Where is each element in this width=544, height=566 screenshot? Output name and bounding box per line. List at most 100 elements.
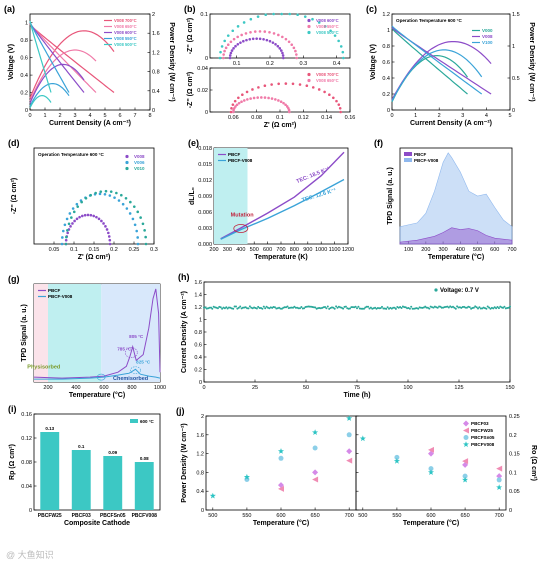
impedance-point bbox=[274, 43, 277, 46]
stability-point bbox=[447, 306, 450, 309]
impedance-point bbox=[232, 110, 235, 114]
category-label: PBCF03 bbox=[72, 513, 91, 519]
circle-marker bbox=[278, 455, 284, 461]
mutation-label: Mutation bbox=[231, 212, 255, 218]
impedance-point bbox=[99, 190, 103, 193]
x-tick-label: 650 bbox=[310, 513, 319, 519]
circle-marker bbox=[463, 435, 469, 440]
stability-point bbox=[248, 305, 251, 308]
x-tick-label: 0.2 bbox=[110, 247, 118, 253]
rp-bar bbox=[40, 432, 60, 510]
legend-swatch bbox=[130, 419, 138, 423]
x-axis-label: Temperature (°C) bbox=[253, 519, 309, 527]
impedance-point bbox=[65, 235, 68, 239]
y-tick-label: 0.25 bbox=[509, 414, 520, 420]
x-tick-label: 700 bbox=[345, 513, 354, 519]
rp-bar bbox=[71, 450, 91, 510]
stability-point bbox=[394, 307, 397, 310]
circle-marker bbox=[496, 477, 502, 483]
panel-label: (g) bbox=[8, 274, 20, 284]
y-tick-label: 0 bbox=[387, 108, 390, 114]
legend-label: PBCF-V008 bbox=[228, 158, 253, 163]
star-marker bbox=[312, 429, 319, 435]
stability-point bbox=[400, 307, 403, 309]
impedance-point bbox=[280, 12, 283, 16]
impedance-point bbox=[63, 223, 67, 227]
impedance-point bbox=[277, 82, 280, 86]
impedance-point bbox=[287, 40, 291, 44]
y-tick-label: 1.4 bbox=[194, 293, 202, 299]
stability-point bbox=[225, 306, 228, 309]
stability-point bbox=[336, 306, 339, 309]
impedance-point bbox=[323, 90, 326, 94]
impedance-point bbox=[287, 108, 291, 112]
stability-point bbox=[386, 306, 389, 309]
x-tick-label: 7 bbox=[133, 113, 136, 119]
stability-point bbox=[411, 307, 414, 310]
impedance-point bbox=[279, 100, 283, 104]
y-axis-label: Rp (Ω cm²) bbox=[9, 444, 16, 480]
x-tick-label: 0.05 bbox=[49, 247, 60, 253]
stability-point bbox=[410, 305, 413, 308]
impedance-point bbox=[120, 193, 123, 197]
circle-marker bbox=[346, 432, 352, 438]
impedance-point bbox=[218, 56, 222, 60]
legend-label: V008 500°C bbox=[316, 30, 339, 35]
x-tick-label: 600 bbox=[490, 247, 499, 253]
impedance-point bbox=[76, 205, 80, 208]
stability-point bbox=[507, 306, 510, 309]
panel-label: (c) bbox=[366, 4, 377, 14]
x-tick-label: 1000 bbox=[154, 385, 166, 391]
triangle-marker bbox=[428, 446, 434, 453]
y-tick-label: 0.2 bbox=[20, 91, 28, 97]
x-tick-label: 550 bbox=[392, 513, 401, 519]
impedance-point bbox=[258, 30, 262, 33]
stability-point bbox=[363, 307, 365, 310]
impedance-point bbox=[234, 44, 237, 48]
impedance-point bbox=[72, 210, 76, 214]
x-tick-label: 200 bbox=[421, 247, 430, 253]
impedance-point bbox=[136, 210, 140, 214]
impedance-point bbox=[67, 222, 71, 226]
power-curve bbox=[29, 83, 70, 107]
y2-tick-label: 1.5 bbox=[512, 12, 520, 18]
impedance-point bbox=[236, 25, 240, 28]
impedance-point bbox=[253, 30, 257, 33]
y-tick-label: 0.018 bbox=[198, 146, 212, 152]
triangle-marker bbox=[346, 457, 353, 464]
stability-point bbox=[325, 307, 328, 310]
impedance-point bbox=[282, 101, 285, 105]
diamond-marker bbox=[496, 473, 503, 480]
bar-value-label: 0.13 bbox=[45, 426, 54, 431]
impedance-point bbox=[219, 50, 222, 54]
impedance-point bbox=[268, 39, 272, 43]
y-tick-label: 0.2 bbox=[382, 92, 390, 98]
y-tick-label: 0.2 bbox=[194, 368, 202, 374]
y-tick-label: 1.6 bbox=[194, 280, 202, 286]
impedance-point bbox=[80, 200, 83, 204]
impedance-point bbox=[338, 106, 342, 110]
tpd-area bbox=[399, 227, 513, 245]
y-tick-label: 0.009 bbox=[198, 194, 212, 200]
y-tick-label: 0.000 bbox=[198, 242, 212, 248]
x-axis-label: Temperature (°C) bbox=[69, 391, 125, 399]
impedance-point bbox=[78, 215, 81, 219]
impedance-point bbox=[263, 96, 267, 99]
stability-point bbox=[255, 307, 258, 310]
impedance-point bbox=[69, 225, 72, 228]
x-tick-label: 400 bbox=[456, 247, 465, 253]
panel-b1: 0.1 0.2 0.3 0.4 0 0.1 -Z'' (Ω cm²) (b) V008 600°… bbox=[184, 4, 351, 67]
impedance-point bbox=[223, 49, 226, 53]
impedance-point bbox=[232, 37, 236, 41]
region-label: Chemisorbed bbox=[113, 376, 148, 382]
impedance-point bbox=[256, 96, 259, 99]
impedance-point bbox=[337, 39, 340, 43]
stability-point bbox=[258, 307, 261, 309]
stability-point bbox=[369, 306, 372, 309]
stability-point bbox=[357, 305, 360, 308]
impedance-point bbox=[242, 39, 245, 43]
y-tick-label: 0.4 bbox=[194, 355, 202, 361]
impedance-point bbox=[268, 30, 271, 34]
x-tick-label: 5 bbox=[103, 113, 106, 119]
